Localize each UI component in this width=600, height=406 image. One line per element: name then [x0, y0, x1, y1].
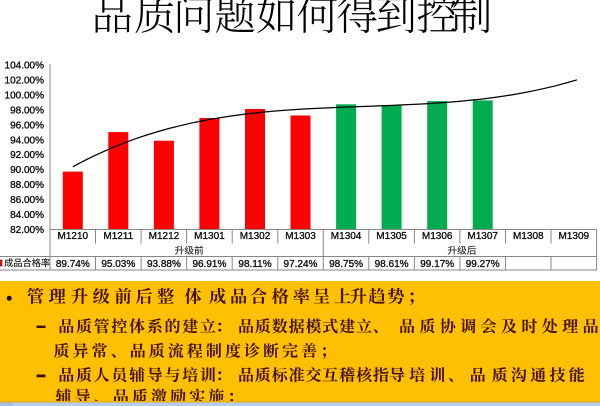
svg-text:99.17%: 99.17%: [420, 259, 454, 270]
svg-text:92.00%: 92.00%: [10, 150, 44, 161]
svg-text:99.27%: 99.27%: [466, 259, 500, 270]
svg-text:104.00%: 104.00%: [5, 61, 45, 72]
svg-text:M1307: M1307: [467, 231, 498, 242]
svg-text:88.00%: 88.00%: [10, 180, 44, 191]
svg-text:94.00%: 94.00%: [10, 135, 44, 146]
svg-text:102.00%: 102.00%: [5, 76, 45, 87]
svg-text:98.00%: 98.00%: [10, 105, 44, 116]
svg-text:M1309: M1309: [559, 231, 590, 242]
svg-text:100.00%: 100.00%: [5, 90, 45, 101]
svg-text:90.00%: 90.00%: [10, 165, 44, 176]
svg-text:M1305: M1305: [376, 231, 407, 242]
svg-text:95.03%: 95.03%: [101, 259, 135, 270]
svg-text:M1308: M1308: [513, 231, 544, 242]
svg-text:M1301: M1301: [194, 231, 225, 242]
svg-text:M1303: M1303: [285, 231, 316, 242]
svg-text:89.74%: 89.74%: [56, 259, 90, 270]
svg-text:98.11%: 98.11%: [238, 259, 271, 270]
svg-text:M1211: M1211: [103, 231, 133, 242]
svg-text:98.61%: 98.61%: [375, 259, 409, 270]
svg-text:97.24%: 97.24%: [284, 259, 318, 270]
svg-text:96.91%: 96.91%: [192, 259, 226, 270]
svg-text:M1304: M1304: [331, 231, 362, 242]
svg-text:M1212: M1212: [149, 231, 180, 242]
svg-text:M1210: M1210: [58, 231, 89, 242]
svg-text:93.88%: 93.88%: [147, 259, 181, 270]
svg-text:82.00%: 82.00%: [10, 225, 44, 236]
svg-text:84.00%: 84.00%: [10, 210, 44, 221]
svg-text:98.75%: 98.75%: [329, 259, 363, 270]
svg-text:96.00%: 96.00%: [10, 120, 44, 131]
svg-text:M1306: M1306: [422, 231, 453, 242]
svg-text:86.00%: 86.00%: [10, 195, 44, 206]
svg-text:M1302: M1302: [240, 231, 271, 242]
